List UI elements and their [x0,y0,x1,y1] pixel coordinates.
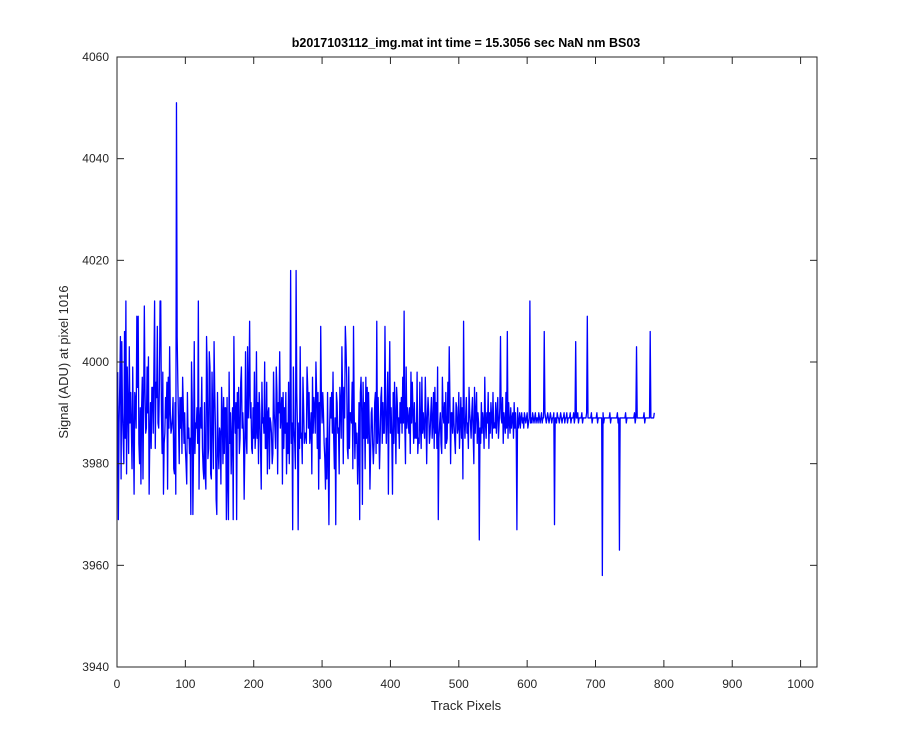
y-tick-label: 3960 [82,558,109,572]
x-tick-label: 700 [586,677,606,691]
y-tick-label: 4060 [82,50,109,64]
x-tick-label: 800 [654,677,674,691]
x-tick-label: 200 [244,677,264,691]
x-tick-label: 400 [380,677,400,691]
x-tick-label: 100 [175,677,195,691]
x-tick-label: 1000 [787,677,814,691]
y-axis-label: Signal (ADU) at pixel 1016 [56,285,71,438]
axes: 0 100 200 300 400 500 600 700 800 900 1000 3940 3960… [82,50,818,691]
x-tick-label: 900 [722,677,742,691]
y-tick-label: 3940 [82,660,109,674]
signal-series-line [117,102,655,577]
x-tick-label: 500 [449,677,469,691]
x-axis-label: Track Pixels [431,698,502,713]
y-tick-label: 4020 [82,253,109,267]
y-tick-label: 4040 [82,152,109,166]
x-tick-label: 300 [312,677,332,691]
y-tick-label: 3980 [82,457,109,471]
data-line-layer [117,102,655,577]
x-tick-label: 0 [114,677,121,691]
x-tick-label: 600 [517,677,537,691]
y-tick-label: 4000 [82,355,109,369]
plot-area [117,57,817,667]
chart-title: b2017103112_img.mat int time = 15.3056 s… [292,36,641,50]
